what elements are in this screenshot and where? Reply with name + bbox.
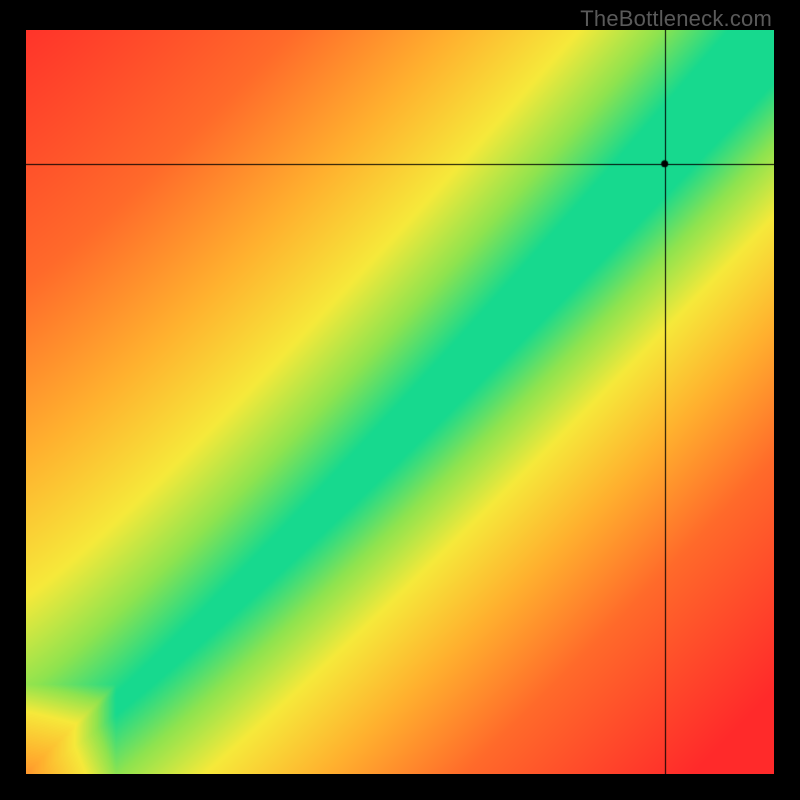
heatmap-canvas: [26, 30, 774, 774]
watermark-text: TheBottleneck.com: [580, 6, 772, 32]
heatmap-plot: [26, 30, 774, 774]
